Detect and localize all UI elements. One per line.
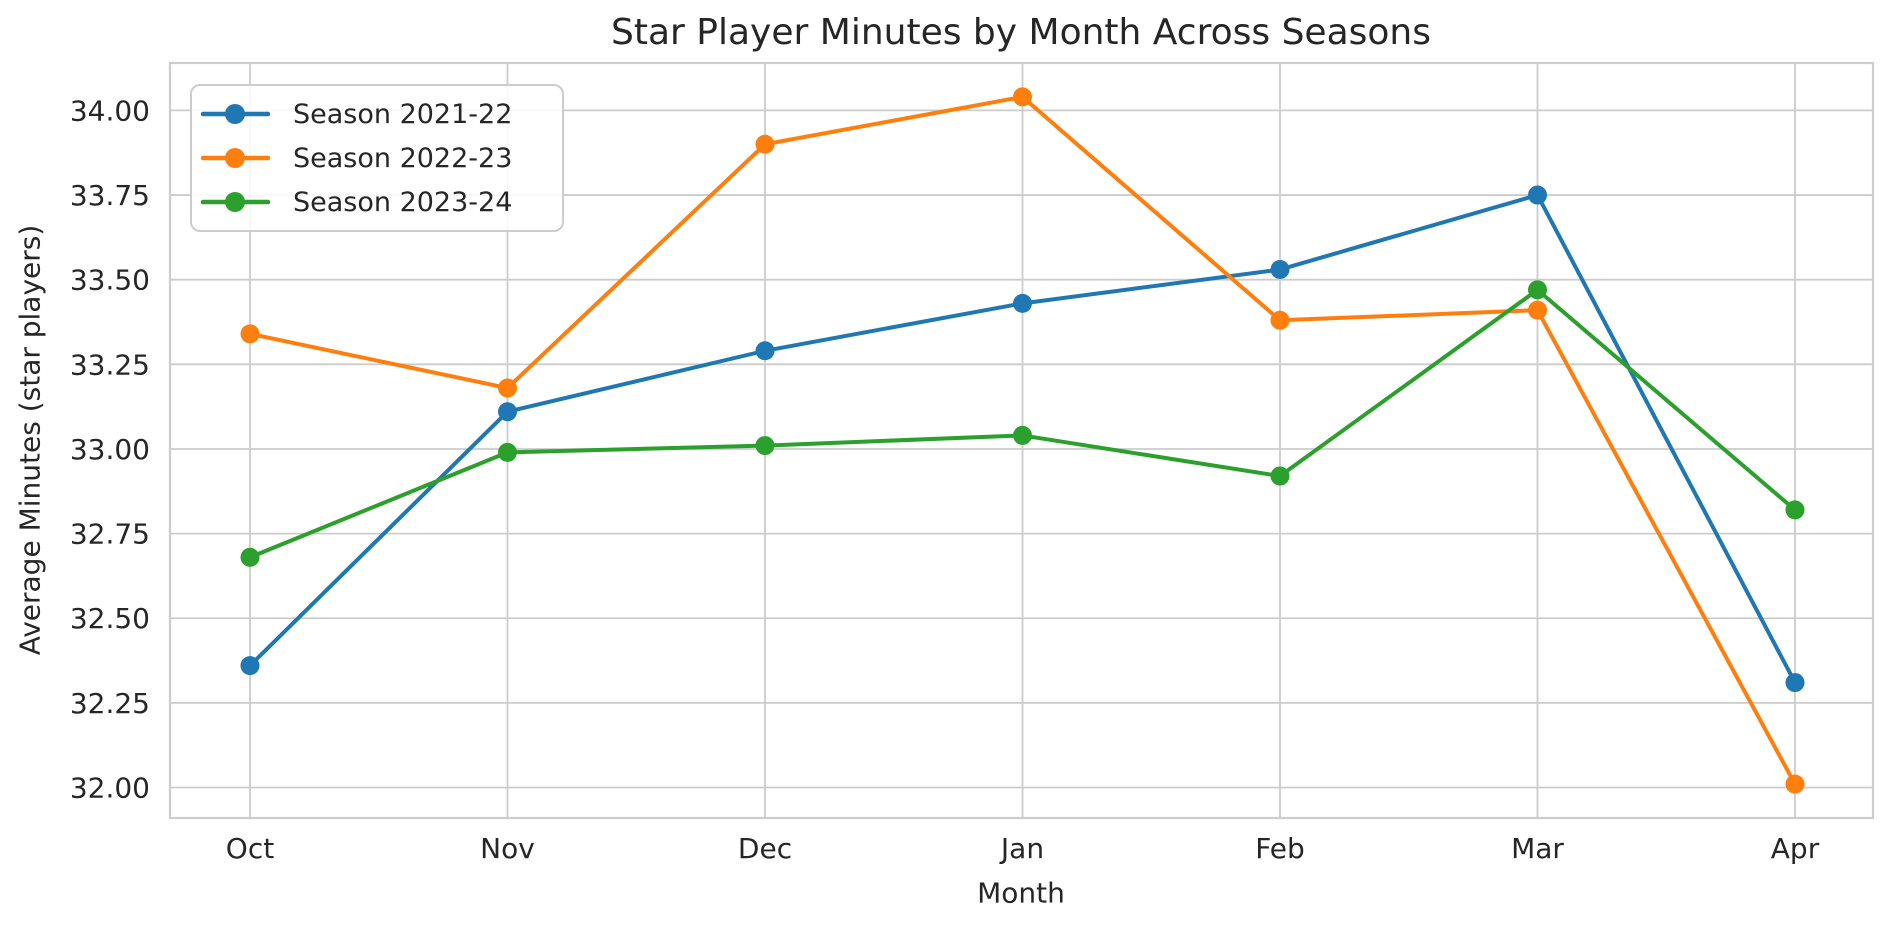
legend-line-sample [201,104,270,124]
y-tick-label: 33.00 [70,433,150,466]
legend-item: Season 2021-22 [201,92,562,136]
y-tick-label: 32.50 [70,602,150,635]
legend-line-sample [201,148,270,168]
legend-item: Season 2023-24 [201,180,562,224]
data-point-season-2022-23-mar [1528,300,1547,320]
data-point-season-2022-23-oct [240,324,260,344]
y-tick-label: 33.25 [70,348,150,381]
legend-label: Season 2021-22 [293,98,513,130]
x-axis-label: Month [977,876,1065,910]
data-point-season-2022-23-jan [1013,87,1032,107]
legend-item: Season 2022-23 [201,136,562,180]
data-point-season-2021-22-jan [1013,293,1032,313]
x-tick-label: Oct [226,832,274,865]
data-point-season-2023-24-dec [755,436,775,456]
data-point-season-2021-22-feb [1270,260,1290,280]
data-point-season-2021-22-oct [240,656,260,676]
x-tick-label: Mar [1511,832,1564,865]
data-point-season-2023-24-mar [1528,280,1547,300]
data-point-season-2023-24-feb [1270,466,1290,486]
data-point-season-2023-24-oct [240,547,260,567]
plot-frame [168,61,1875,820]
x-tick-label: Jan [999,832,1044,865]
data-point-season-2023-24-jan [1013,425,1032,445]
x-tick-label: Dec [738,832,792,865]
data-point-season-2021-22-dec [755,341,775,361]
data-point-season-2023-24-nov [498,442,517,462]
x-tick-label: Feb [1255,832,1305,865]
data-point-season-2022-23-dec [755,134,775,154]
legend-label: Season 2023-24 [293,186,513,218]
y-tick-label: 33.75 [70,179,150,212]
data-point-season-2021-22-mar [1528,185,1547,205]
data-point-season-2022-23-feb [1270,310,1290,330]
data-point-season-2022-23-apr [1785,774,1805,794]
y-tick-label: 32.75 [70,518,150,551]
y-tick-label: 32.00 [70,772,150,805]
data-point-season-2021-22-apr [1785,673,1805,693]
x-tick-label: Apr [1771,832,1820,865]
y-tick-label: 32.25 [70,687,150,720]
y-tick-label: 34.00 [70,94,150,127]
data-point-season-2023-24-apr [1785,500,1805,520]
legend-label: Season 2022-23 [293,142,513,174]
data-point-season-2021-22-nov [498,402,517,422]
y-axis-label: Average Minutes (star players) [13,224,47,656]
legend-line-sample [201,192,270,212]
y-tick-label: 33.50 [70,264,150,297]
x-tick-label: Nov [480,832,535,865]
data-point-season-2022-23-nov [498,378,517,398]
legend: Season 2021-22 Season 2022-23 Season 202… [190,84,564,232]
chart-title: Star Player Minutes by Month Across Seas… [611,12,1431,53]
